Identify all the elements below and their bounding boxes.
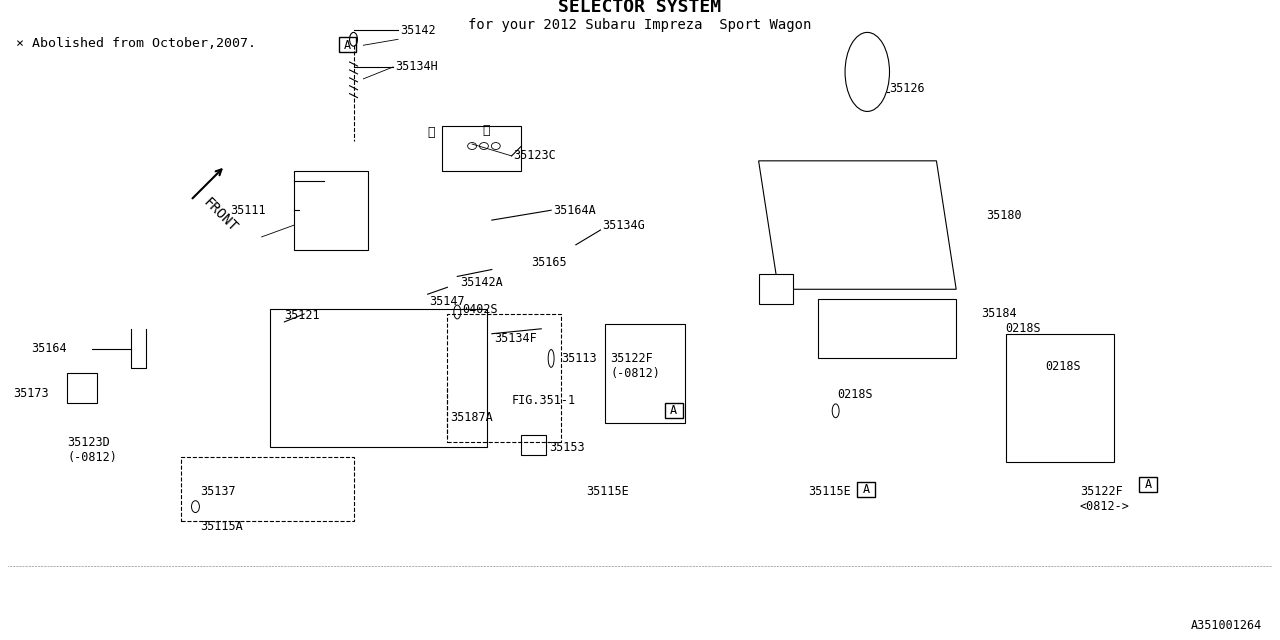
Text: 35153: 35153 (549, 441, 585, 454)
Bar (858, 482, 876, 497)
Bar (67, 373, 97, 403)
Text: 35134F: 35134F (494, 332, 536, 345)
Bar (339, 37, 357, 52)
Bar (664, 403, 682, 418)
Text: 35121: 35121 (284, 310, 320, 323)
Bar (270, 309, 486, 447)
Text: 35165: 35165 (531, 256, 567, 269)
Text: (-0812): (-0812) (611, 367, 660, 380)
Text: 35115A: 35115A (201, 520, 243, 533)
Bar (443, 126, 521, 171)
Text: 35123C: 35123C (513, 149, 557, 163)
Text: 35142A: 35142A (461, 276, 503, 289)
Bar (521, 435, 547, 455)
Text: (-0812): (-0812) (67, 451, 116, 464)
Bar (180, 457, 353, 522)
Text: ※: ※ (483, 124, 489, 137)
Text: 35187A: 35187A (451, 412, 493, 424)
Text: 35113: 35113 (561, 352, 596, 365)
Bar (1006, 333, 1115, 462)
Text: 35126: 35126 (890, 82, 924, 95)
Text: FRONT: FRONT (201, 195, 239, 235)
Bar (1139, 477, 1157, 492)
Text: 35111: 35111 (230, 204, 266, 217)
Text: 35147: 35147 (430, 294, 465, 308)
Text: 0218S: 0218S (1006, 323, 1041, 335)
Text: A351001264: A351001264 (1192, 619, 1262, 632)
Text: 35115E: 35115E (808, 485, 851, 499)
Bar (294, 171, 369, 250)
Text: A: A (1144, 478, 1152, 492)
Text: 35164: 35164 (32, 342, 67, 355)
Text: 35164A: 35164A (553, 204, 596, 217)
Text: SELECTOR SYSTEM: SELECTOR SYSTEM (558, 0, 722, 16)
Text: A: A (863, 483, 870, 497)
Text: 35115E: 35115E (586, 485, 628, 499)
Text: FIG.351-1: FIG.351-1 (512, 394, 576, 408)
Text: A: A (669, 404, 677, 417)
Text: 0218S: 0218S (837, 388, 873, 401)
Text: 35122F: 35122F (1080, 485, 1123, 499)
Bar (448, 314, 561, 442)
Text: 35123D: 35123D (67, 436, 110, 449)
Bar (759, 275, 794, 304)
Text: ※: ※ (428, 126, 435, 139)
Text: 35142: 35142 (399, 24, 435, 37)
Bar (605, 324, 685, 422)
Text: 35137: 35137 (201, 485, 236, 499)
Text: <0812->: <0812-> (1080, 500, 1129, 513)
Text: 35184: 35184 (980, 307, 1016, 321)
Text: 0402S: 0402S (462, 303, 498, 316)
Text: 35134G: 35134G (603, 218, 645, 232)
Text: for your 2012 Subaru Impreza  Sport Wagon: for your 2012 Subaru Impreza Sport Wagon (468, 17, 812, 31)
Text: 35173: 35173 (14, 387, 49, 399)
Bar (818, 299, 956, 358)
Text: A: A (344, 39, 351, 52)
Text: 35134H: 35134H (396, 60, 438, 74)
Text: × Abolished from October,2007.: × Abolished from October,2007. (15, 37, 256, 51)
Text: 35122F: 35122F (611, 352, 653, 365)
Text: 35180: 35180 (986, 209, 1021, 221)
Text: 0218S: 0218S (1044, 360, 1080, 373)
